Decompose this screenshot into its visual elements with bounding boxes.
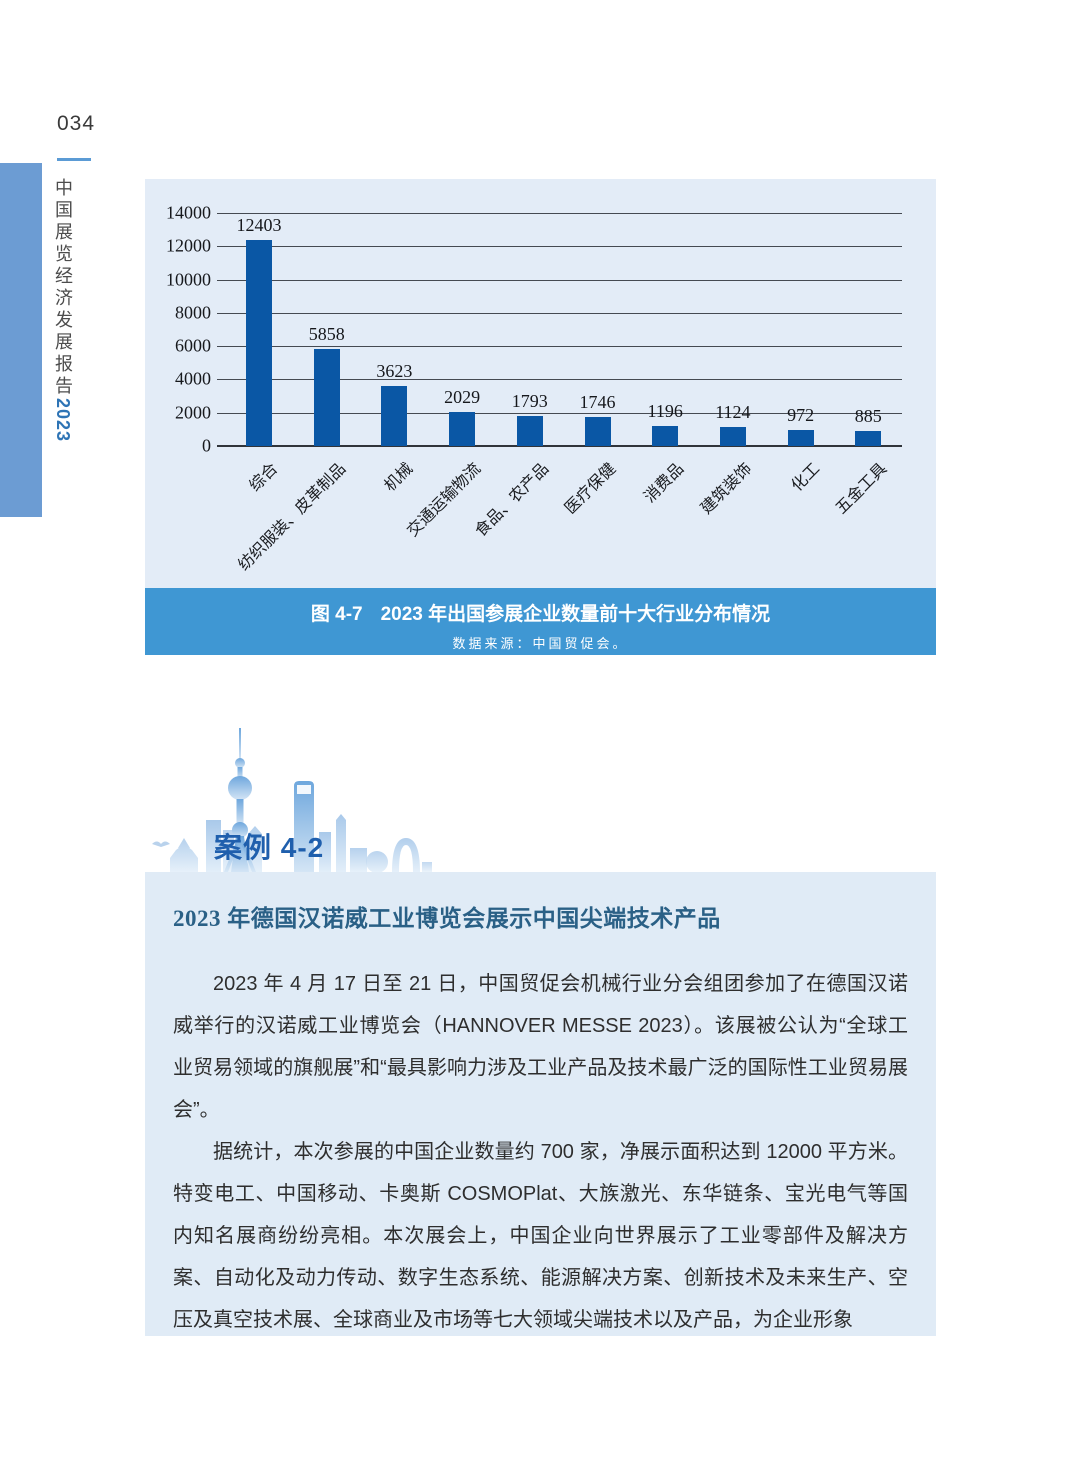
bar-value-label: 885 bbox=[854, 406, 882, 426]
bar-value-label: 5858 bbox=[308, 324, 345, 344]
page-number: 034 bbox=[57, 112, 96, 135]
page-number-divider bbox=[57, 158, 91, 161]
bar-value-label: 1793 bbox=[511, 391, 548, 411]
gridline bbox=[217, 346, 902, 348]
y-tick-label: 8000 bbox=[175, 302, 211, 323]
bar bbox=[787, 430, 814, 446]
gridline bbox=[217, 412, 902, 414]
y-tick-label: 0 bbox=[202, 435, 211, 456]
figure-title: 2023 年出国参展企业数量前十大行业分布情况 bbox=[380, 604, 771, 625]
figure-caption: 图 4-7 2023 年出国参展企业数量前十大行业分布情况 bbox=[145, 588, 936, 626]
case-title: 2023 年德国汉诺威工业博览会展示中国尖端技术产品 bbox=[173, 906, 721, 931]
gridline bbox=[217, 213, 902, 214]
figure-caption-bar: 图 4-7 2023 年出国参展企业数量前十大行业分布情况 数据来源：中国贸促会。 bbox=[145, 588, 936, 655]
bar-value-label: 1124 bbox=[715, 402, 751, 422]
gridline bbox=[217, 246, 902, 248]
shanghai-skyline-decoration bbox=[152, 728, 432, 872]
bar bbox=[584, 417, 611, 446]
case-paragraph: 2023 年 4 月 17 日至 21 日，中国贸促会机械行业分会组团参加了在德… bbox=[173, 973, 908, 1121]
gridline bbox=[217, 379, 902, 381]
bar-value-label: 2029 bbox=[444, 387, 481, 407]
x-category-label: 医疗保健 bbox=[562, 460, 620, 518]
bar-value-label: 12403 bbox=[236, 215, 282, 235]
y-tick-label: 10000 bbox=[166, 269, 211, 290]
bar-value-label: 3623 bbox=[376, 361, 413, 381]
figure-label: 图 4-7 bbox=[310, 604, 363, 625]
case-badge: 案例 4-2 bbox=[148, 722, 438, 872]
gridline bbox=[217, 312, 902, 314]
bar bbox=[652, 426, 679, 446]
y-tick-label: 12000 bbox=[166, 235, 211, 256]
case-paragraph: 据统计，本次参展的中国企业数量约 700 家，净展示面积达到 12000 平方米… bbox=[173, 1141, 908, 1331]
report-year-text: 2023 bbox=[53, 398, 73, 443]
bar bbox=[449, 412, 476, 446]
bar-value-label: 1746 bbox=[579, 392, 616, 412]
bar bbox=[246, 240, 272, 446]
report-title-text: 中国展览经济发展报告 bbox=[53, 178, 73, 398]
bar bbox=[381, 386, 408, 446]
bar-chart-card: 0 2000 4000 6000 8000 10000 12000 14000 12403 综合 5… bbox=[145, 179, 936, 588]
gridline bbox=[217, 279, 902, 281]
x-category-label: 综合 bbox=[246, 460, 282, 495]
case-study-box: 2023 年德国汉诺威工业博览会展示中国尖端技术产品 2023 年 4 月 17… bbox=[145, 872, 936, 1336]
figure-source: 数据来源：中国贸促会。 bbox=[452, 636, 629, 651]
report-title-vertical: 中国展览经济发展报告2023 bbox=[53, 178, 73, 443]
bar bbox=[516, 416, 543, 446]
y-tick-label: 6000 bbox=[175, 335, 211, 356]
y-tick-label: 4000 bbox=[175, 368, 211, 389]
y-tick-label: 2000 bbox=[175, 402, 211, 423]
bar bbox=[855, 431, 882, 446]
bar-value-label: 972 bbox=[787, 405, 815, 425]
left-accent-band bbox=[0, 163, 42, 517]
x-category-label: 建筑装饰 bbox=[697, 460, 756, 518]
x-category-label: 机械 bbox=[381, 460, 417, 495]
y-tick-label: 14000 bbox=[166, 202, 211, 223]
x-category-label: 五金工具 bbox=[833, 460, 891, 518]
x-category-label: 消费品 bbox=[641, 460, 688, 507]
bar-value-label: 1196 bbox=[647, 401, 683, 421]
x-axis-line bbox=[217, 445, 902, 447]
bar bbox=[719, 427, 746, 446]
case-badge-label: 案例 4-2 bbox=[214, 832, 325, 863]
x-category-label: 化工 bbox=[788, 460, 823, 495]
bar bbox=[313, 349, 340, 446]
chart-plot: 0 2000 4000 6000 8000 10000 12000 14000 12403 综合 5… bbox=[166, 203, 902, 574]
